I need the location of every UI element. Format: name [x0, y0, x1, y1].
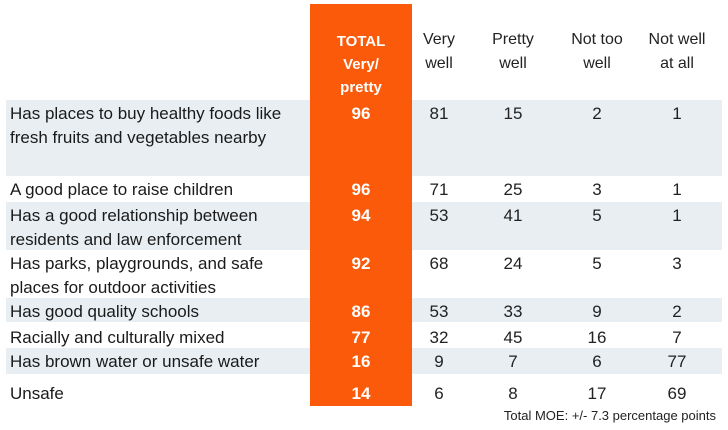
cell-pretty-well: 15 — [503, 104, 523, 123]
header-total: TOTAL Very/ pretty — [310, 30, 412, 99]
cell-not-too-well: 5 — [592, 206, 602, 225]
cell-pretty-well: 33 — [503, 302, 523, 321]
cell-total: 94 — [351, 206, 371, 225]
cell-very-well: 53 — [429, 302, 449, 321]
cell-total: 86 — [351, 302, 371, 321]
header-pretty-well: Pretty well — [492, 31, 534, 72]
cell-not-too-well: 6 — [592, 352, 602, 371]
cell-pretty-well: 24 — [503, 254, 523, 273]
header-total-sub: Very/ pretty — [340, 56, 382, 96]
header-not-well-at-all: Not well at all — [648, 31, 706, 72]
row-label: Has parks, playgrounds, and safe places … — [10, 254, 264, 297]
cell-very-well: 53 — [429, 206, 449, 225]
cell-very-well: 6 — [434, 384, 444, 403]
row-label: Unsafe — [10, 384, 64, 403]
cell-not-well-at-all: 77 — [667, 352, 687, 371]
cell-pretty-well: 7 — [508, 352, 518, 371]
footnote: Total MOE: +/- 7.3 percentage points — [503, 408, 716, 423]
header-total-label: TOTAL — [336, 33, 386, 50]
cell-very-well: 32 — [429, 328, 449, 347]
cell-not-well-at-all: 7 — [672, 328, 682, 347]
cell-very-well: 68 — [429, 254, 449, 273]
header-very-well: Very well — [422, 31, 455, 72]
row-label: A good place to raise children — [10, 180, 234, 199]
cell-not-too-well: 17 — [587, 384, 607, 403]
cell-not-too-well: 16 — [587, 328, 607, 347]
cell-total: 92 — [351, 254, 371, 273]
cell-not-well-at-all: 1 — [672, 206, 682, 225]
row-label: Has places to buy healthy foods like fre… — [10, 104, 282, 147]
cell-very-well: 71 — [429, 180, 449, 199]
cell-not-well-at-all: 3 — [672, 254, 682, 273]
total-column-highlight — [310, 4, 412, 406]
cell-total: 14 — [351, 384, 371, 403]
row-label: Racially and culturally mixed — [10, 328, 225, 347]
cell-total: 77 — [351, 328, 371, 347]
cell-not-too-well: 2 — [592, 104, 602, 123]
row-label: Has brown water or unsafe water — [10, 352, 260, 371]
cell-pretty-well: 8 — [508, 384, 518, 403]
cell-pretty-well: 41 — [503, 206, 523, 225]
cell-pretty-well: 45 — [503, 328, 523, 347]
cell-not-well-at-all: 69 — [667, 384, 687, 403]
cell-very-well: 9 — [434, 352, 444, 371]
cell-total: 16 — [351, 352, 371, 371]
cell-pretty-well: 25 — [503, 180, 523, 199]
cell-total: 96 — [351, 104, 371, 123]
cell-not-too-well: 9 — [592, 302, 602, 321]
row-label: Has good quality schools — [10, 302, 200, 321]
cell-not-well-at-all: 1 — [672, 180, 682, 199]
cell-not-well-at-all: 1 — [672, 104, 682, 123]
cell-not-well-at-all: 2 — [672, 302, 682, 321]
header-not-too-well: Not too well — [571, 31, 623, 72]
survey-table: TOTAL Very/ pretty Very well Pretty well… — [6, 0, 722, 423]
cell-total: 96 — [351, 180, 371, 199]
cell-not-too-well: 5 — [592, 254, 602, 273]
cell-not-too-well: 3 — [592, 180, 602, 199]
cell-very-well: 81 — [429, 104, 449, 123]
row-label: Has a good relationship between resident… — [10, 206, 258, 249]
